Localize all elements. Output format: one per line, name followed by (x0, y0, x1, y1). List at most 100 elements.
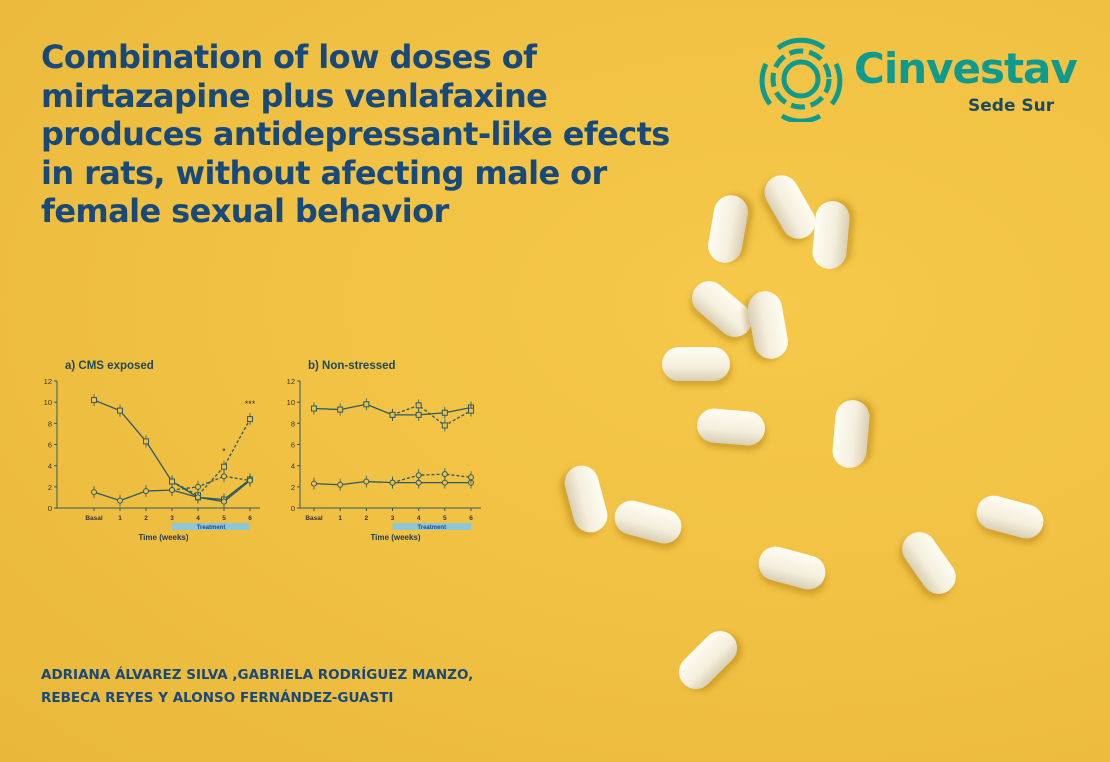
x-tick-label: 2 (144, 515, 148, 522)
significance-marker: * (222, 447, 226, 457)
y-tick-label: 2 (291, 483, 295, 492)
data-point-square (363, 401, 370, 408)
data-point-square (169, 478, 175, 485)
x-tick-label: 5 (222, 515, 226, 522)
x-tick-label: 4 (417, 515, 421, 522)
y-tick-label: 12 (44, 377, 52, 386)
x-axis-label: Time (weeks) (370, 533, 420, 542)
data-point-circle (195, 483, 201, 490)
y-tick-label: 8 (291, 419, 295, 428)
data-point-square (143, 438, 149, 445)
significance-marker: *** (245, 399, 256, 409)
y-tick-label: 4 (291, 462, 295, 471)
title-line: mirtazapine plus venlafaxine (41, 76, 548, 115)
treatment-label: Treatment (197, 525, 226, 531)
x-tick-label: 5 (443, 515, 447, 522)
data-point-square (311, 405, 317, 412)
data-point-square (468, 407, 474, 414)
pill (695, 407, 767, 447)
y-tick-label: 4 (48, 462, 52, 471)
y-tick-label: 2 (48, 483, 52, 492)
series-line (392, 404, 472, 427)
data-point-circle (415, 472, 422, 479)
y-tick-label: 12 (287, 377, 295, 386)
treatment-label: Treatment (417, 525, 446, 531)
x-tick-label: 6 (469, 515, 473, 522)
title-line: female sexual behavior (41, 192, 449, 230)
data-point-square (415, 411, 422, 418)
x-tick-label: 1 (338, 515, 342, 522)
series-line (392, 473, 472, 484)
authors-line: REBECA REYES Y ALONSO FERNÁNDEZ-GUASTI (41, 690, 394, 706)
y-tick-label: 6 (48, 441, 52, 450)
data-point-circle (169, 487, 175, 494)
treatment-bar (172, 523, 250, 530)
data-point-circle (143, 488, 149, 495)
data-point-circle (221, 473, 227, 480)
data-point-square (389, 411, 396, 418)
x-tick-label: 3 (391, 515, 395, 522)
data-point-circle (389, 479, 396, 486)
pill (745, 288, 791, 362)
logo-subtitle: Sede Sur (968, 96, 1055, 116)
cinvestav-emblem-icon (759, 37, 843, 122)
chart-title: b) Non-stressed (308, 360, 396, 372)
data-point-circle (468, 474, 474, 481)
authors-line: ADRIANA ÁLVAREZ SILVA ,GABRIELA RODRÍGUE… (41, 667, 474, 683)
data-point-square (441, 409, 448, 416)
cinvestav-logo: Cinvestav Sede Sur (758, 36, 1078, 126)
authors: ADRIANA ÁLVAREZ SILVA ,GABRIELA RODRÍGUE… (41, 664, 473, 710)
logo-name: Cinvestav (854, 44, 1078, 93)
pill (831, 398, 871, 470)
data-point-circle (91, 489, 97, 496)
data-point-circle (195, 494, 201, 501)
pill (972, 491, 1048, 543)
data-point-circle (247, 477, 253, 484)
pill (895, 525, 963, 601)
data-point-square (247, 416, 253, 423)
pill (662, 347, 730, 381)
x-tick-label: 3 (170, 515, 174, 522)
treatment-bar (392, 523, 471, 530)
x-tick-label: Basal (85, 515, 103, 522)
x-axis-label: Time (weeks) (138, 533, 188, 542)
title-line: produces antidepressant-like efects (41, 115, 670, 153)
y-tick-label: 10 (44, 398, 52, 407)
y-tick-label: 0 (291, 504, 295, 513)
title-line: Combination of low doses of (41, 38, 537, 76)
x-tick-label: Basal (305, 515, 323, 522)
data-point-square (337, 406, 344, 413)
data-point-square (221, 463, 227, 470)
pill (758, 169, 822, 245)
pill (811, 199, 851, 271)
pill (671, 623, 745, 697)
x-tick-label: 6 (248, 515, 252, 522)
x-tick-label: 1 (118, 515, 122, 522)
series-line (171, 475, 251, 491)
y-tick-label: 6 (291, 441, 295, 450)
poster-title: Combination of low doses of mirtazapine … (41, 38, 681, 231)
y-tick-label: 0 (48, 504, 52, 513)
data-point-square (91, 397, 97, 404)
data-point-circle (221, 498, 227, 505)
title-line: in rats, without afecting male or (41, 153, 607, 192)
data-point-circle (363, 478, 370, 485)
y-tick-label: 8 (48, 419, 52, 428)
pill (560, 461, 612, 537)
pill (610, 496, 686, 548)
data-point-circle (311, 480, 317, 487)
chart-title: a) CMS exposed (65, 360, 154, 372)
y-tick-label: 10 (287, 398, 295, 407)
x-tick-label: 2 (365, 515, 369, 522)
pill (705, 192, 751, 266)
data-point-circle (441, 471, 448, 478)
data-point-square (441, 422, 448, 429)
data-point-circle (337, 481, 344, 488)
pill (754, 542, 830, 594)
data-point-square (117, 407, 123, 414)
series-line (171, 418, 251, 497)
data-point-circle (117, 497, 123, 504)
data-point-square (415, 402, 422, 409)
data-point-circle (441, 479, 448, 486)
